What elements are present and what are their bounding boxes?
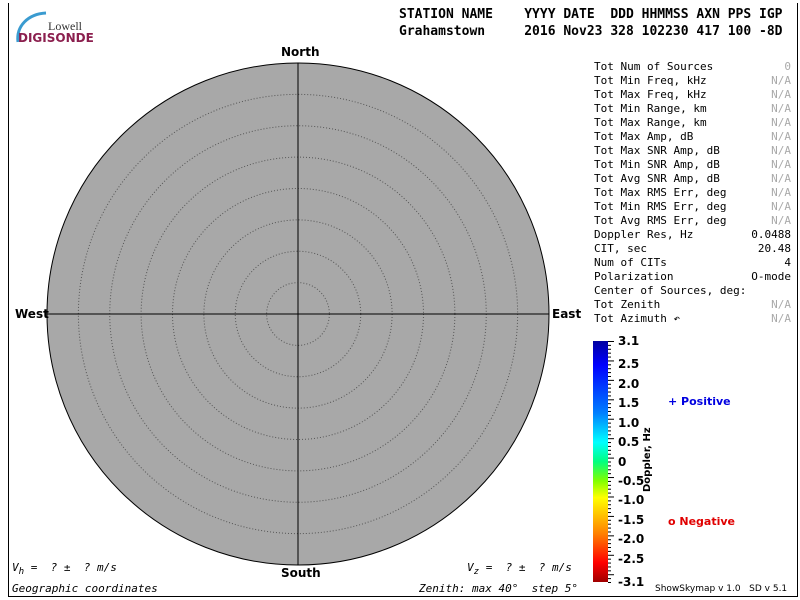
stat-row: Polarization O-mode [594, 270, 791, 284]
legend-negative: o Negative [668, 515, 736, 528]
horizontal-velocity: Vh = ? ± ? m/s [12, 561, 117, 578]
stat-label: Tot Max Range, km [594, 116, 707, 129]
stat-label: Tot Max Amp, dB [594, 130, 694, 143]
stat-value: N/A [771, 130, 791, 143]
stat-label: Tot Min Range, km [594, 102, 707, 115]
west-label: West [15, 307, 49, 321]
stat-value: 20.48 [757, 242, 791, 255]
stat-row: Tot Min SNR Amp, dB N/A [594, 158, 791, 172]
stat-row: Tot Num of Sources 0 [594, 60, 791, 74]
stat-value: N/A [771, 116, 791, 129]
version-label: ShowSkymap v 1.0 SD v 5.1 [655, 584, 788, 594]
legend-positive: + Positive [668, 395, 731, 408]
colorbar-tick-label: 2.5 [618, 357, 640, 372]
zenith-scale-label: Zenith: max 40° step 5° [419, 582, 578, 595]
east-label: East [552, 307, 582, 321]
stat-label: Tot Max SNR Amp, dB [594, 144, 720, 157]
stat-row: Tot Min Range, km N/A [594, 102, 791, 116]
stat-row: Tot Max Freq, kHz N/A [594, 88, 791, 102]
colorbar-tick-label: -0.5 [618, 473, 645, 488]
stat-value: 0 [784, 60, 791, 73]
stat-row: Tot Min Freq, kHz N/A [594, 74, 791, 88]
header-labels: STATION NAME YYYY DATE DDD HHMMSS AXN PP… [399, 7, 783, 22]
plot-frame [8, 3, 798, 597]
colorbar-title: Doppler, Hz [642, 427, 653, 492]
colorbar-tick-label: 1.5 [618, 396, 640, 411]
circle-icon: o [668, 515, 680, 528]
colorbar-tick-label: 1.0 [618, 415, 640, 430]
stat-value: N/A [771, 214, 791, 227]
header-values: Grahamstown 2016 Nov23 328 102230 417 10… [399, 24, 783, 39]
stat-row: Num of CITs 4 [594, 256, 791, 270]
stat-value: N/A [771, 102, 791, 115]
stat-label: Center of Sources, deg: [594, 284, 747, 297]
colorbar-tick-label: 3.1 [618, 334, 640, 348]
stat-value: O-mode [751, 270, 791, 283]
south-label: South [281, 566, 321, 580]
colorbar-tick-label: 0.5 [618, 435, 640, 450]
stat-label: Tot Min RMS Err, deg [594, 200, 727, 213]
stat-label: Num of CITs [594, 256, 667, 269]
stat-label: Doppler Res, Hz [594, 228, 694, 241]
stat-label: Tot Avg SNR Amp, dB [594, 172, 720, 185]
stat-row: Tot Zenith N/A [594, 298, 791, 312]
stat-row: Tot Max Amp, dB N/A [594, 130, 791, 144]
colorbar-tick-label: -1.0 [618, 493, 645, 508]
stat-label: Tot Min SNR Amp, dB [594, 158, 720, 171]
stat-label: Tot Avg RMS Err, deg [594, 214, 727, 227]
stat-row: Tot Max Range, km N/A [594, 116, 791, 130]
stat-row: Tot Min RMS Err, deg N/A [594, 200, 791, 214]
stat-label: Tot Zenith [594, 298, 661, 311]
stat-value: N/A [771, 298, 791, 311]
stat-value: N/A [771, 74, 791, 87]
stat-value: 0.0488 [751, 228, 791, 241]
vertical-velocity: Vz = ? ± ? m/s [467, 561, 572, 578]
stat-label: Tot Max Freq, kHz [594, 88, 707, 101]
stat-row: Center of Sources, deg: [594, 284, 791, 298]
colorbar-tick-label: -1.5 [618, 512, 645, 527]
stat-value: N/A [771, 312, 791, 325]
colorbar-tick-label: 2.0 [618, 376, 640, 391]
stat-row: CIT, sec 20.48 [594, 242, 791, 256]
stat-value: N/A [771, 200, 791, 213]
stat-row: Tot Avg RMS Err, deg N/A [594, 214, 791, 228]
coordinates-label: Geographic coordinates [12, 582, 158, 595]
stat-row: Tot Avg SNR Amp, dB N/A [594, 172, 791, 186]
colorbar-ticks [608, 341, 614, 583]
stat-label: Tot Azimuth ↶ [594, 312, 681, 325]
stat-label: Tot Max RMS Err, deg [594, 186, 727, 199]
stat-row: Tot Max SNR Amp, dB N/A [594, 144, 791, 158]
stat-label: CIT, sec [594, 242, 647, 255]
doppler-colorbar [593, 341, 608, 582]
stat-value: 4 [784, 256, 791, 269]
stat-label: Tot Num of Sources [594, 60, 714, 73]
stat-value: N/A [771, 186, 791, 199]
stat-value: N/A [771, 158, 791, 171]
stat-row: Doppler Res, Hz 0.0488 [594, 228, 791, 242]
colorbar-tick-label: -3.1 [618, 575, 645, 589]
stat-label: Polarization [594, 270, 674, 283]
plus-icon: + [668, 395, 682, 408]
stat-value: N/A [771, 144, 791, 157]
stat-row: Tot Azimuth ↶ N/A [594, 312, 791, 326]
colorbar-tick-label: -2.0 [618, 532, 645, 547]
stat-row: Tot Max RMS Err, deg N/A [594, 186, 791, 200]
stat-value: N/A [771, 172, 791, 185]
north-label: North [281, 45, 320, 59]
colorbar-tick-label: -2.5 [618, 551, 645, 566]
stat-label: Tot Min Freq, kHz [594, 74, 707, 87]
stat-value: N/A [771, 88, 791, 101]
colorbar-tick-label: 0 [618, 454, 627, 469]
